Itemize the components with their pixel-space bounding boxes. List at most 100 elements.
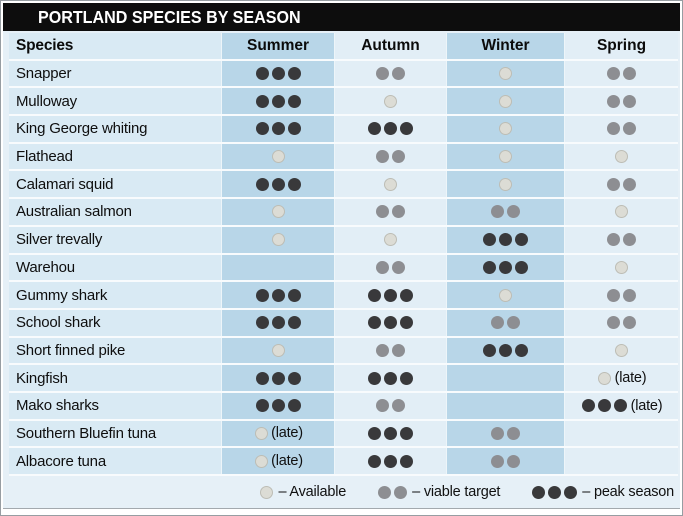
availability-dots: [270, 150, 286, 164]
viable-dot-icon: [607, 177, 620, 191]
table-row: King George whiting: [9, 116, 678, 144]
availability-dots: [376, 485, 408, 499]
cell-summer: [221, 116, 335, 142]
viable-dot-icon: [392, 67, 405, 81]
availability-dots: [367, 288, 415, 302]
cell-winter: [446, 88, 565, 115]
cell-autumn: [335, 254, 446, 281]
table-row: Short finned pike: [9, 337, 678, 366]
cell-winter: [446, 365, 565, 391]
peak-dot-icon: [547, 485, 561, 499]
peak-dot-icon: [400, 454, 413, 468]
header-summer: Summer: [221, 33, 335, 59]
availability-dots: [375, 150, 407, 164]
peak-dot-icon: [499, 233, 512, 247]
availability-dots: [490, 205, 522, 219]
availability-dots: [482, 343, 530, 357]
peak-dot-icon: [515, 260, 528, 274]
late-note: (late): [614, 370, 647, 387]
species-name: Short finned pike: [9, 337, 221, 364]
table-row: Gummy shark: [9, 282, 678, 310]
species-name: Snapper: [9, 60, 221, 87]
peak-dot-icon: [271, 177, 285, 191]
cell-autumn: [335, 171, 446, 198]
species-name: Calamari squid: [9, 171, 221, 198]
peak-dot-icon: [499, 260, 512, 274]
viable-dot-icon: [376, 150, 389, 164]
available-dot-icon: [384, 233, 397, 247]
available-dot-icon: [254, 454, 268, 468]
availability-dots: [606, 67, 638, 81]
cell-spring: [565, 143, 678, 170]
cell-autumn: [335, 365, 446, 391]
cell-winter: [446, 199, 565, 225]
availability-dots: [367, 122, 415, 136]
peak-dot-icon: [368, 122, 381, 136]
cell-winter: [446, 254, 565, 281]
cell-summer: [221, 88, 335, 115]
peak-dot-icon: [287, 177, 301, 191]
species-name: Flathead: [9, 143, 221, 170]
header-species: Species: [9, 33, 221, 59]
peak-dot-icon: [255, 122, 269, 136]
peak-dot-icon: [271, 399, 285, 413]
peak-dot-icon: [598, 399, 612, 413]
peak-dot-icon: [287, 288, 301, 302]
viable-dot-icon: [376, 205, 389, 219]
species-name: Mulloway: [9, 88, 221, 115]
title-bar: PORTLAND SPECIES BY SEASON: [3, 3, 680, 31]
availability-dots: (late): [253, 425, 303, 441]
available-dot-icon: [254, 426, 268, 440]
peak-dot-icon: [368, 426, 381, 440]
viable-dot-icon: [623, 177, 636, 191]
legend-item: – Available: [258, 484, 346, 500]
availability-dots: [606, 316, 638, 330]
peak-dot-icon: [287, 399, 301, 413]
viable-dot-icon: [623, 94, 636, 108]
availability-dots: [498, 288, 514, 302]
availability-dots: [270, 343, 286, 357]
viable-dot-icon: [376, 343, 389, 357]
viable-dot-icon: [392, 150, 405, 164]
legend: – Available – viable target – peak season: [9, 480, 678, 504]
availability-dots: [606, 177, 638, 191]
table-row: School shark: [9, 309, 678, 338]
available-dot-icon: [499, 288, 512, 302]
availability-dots: (late): [581, 398, 663, 414]
table-row: Silver trevally: [9, 226, 678, 255]
peak-dot-icon: [483, 343, 496, 357]
availability-dots: (late): [597, 370, 647, 386]
available-dot-icon: [499, 177, 512, 191]
viable-dot-icon: [623, 67, 636, 81]
availability-dots: [254, 316, 302, 330]
cell-spring: [565, 171, 678, 198]
peak-dot-icon: [384, 454, 397, 468]
peak-dot-icon: [255, 94, 269, 108]
cell-winter: [446, 226, 565, 253]
legend-item: – viable target: [376, 484, 500, 500]
peak-dot-icon: [271, 288, 285, 302]
peak-dot-icon: [368, 288, 381, 302]
cell-spring: [565, 309, 678, 336]
cell-winter: [446, 337, 565, 364]
cell-winter: [446, 171, 565, 198]
season-table: Species Summer Autumn Winter Spring Snap…: [9, 33, 678, 476]
cell-autumn: [335, 282, 446, 308]
availability-dots: [254, 288, 302, 302]
viable-dot-icon: [393, 485, 407, 499]
viable-dot-icon: [491, 426, 504, 440]
available-dot-icon: [271, 205, 285, 219]
peak-dot-icon: [384, 426, 397, 440]
cell-autumn: [335, 420, 446, 447]
availability-dots: [270, 205, 286, 219]
cell-summer: [221, 365, 335, 391]
availability-dots: [254, 177, 302, 191]
table-row: Snapper: [9, 60, 678, 89]
peak-dot-icon: [384, 371, 397, 385]
availability-dots: [254, 399, 302, 413]
cell-summer: [221, 60, 335, 87]
peak-dot-icon: [271, 94, 285, 108]
viable-dot-icon: [491, 454, 504, 468]
viable-dot-icon: [376, 67, 389, 81]
